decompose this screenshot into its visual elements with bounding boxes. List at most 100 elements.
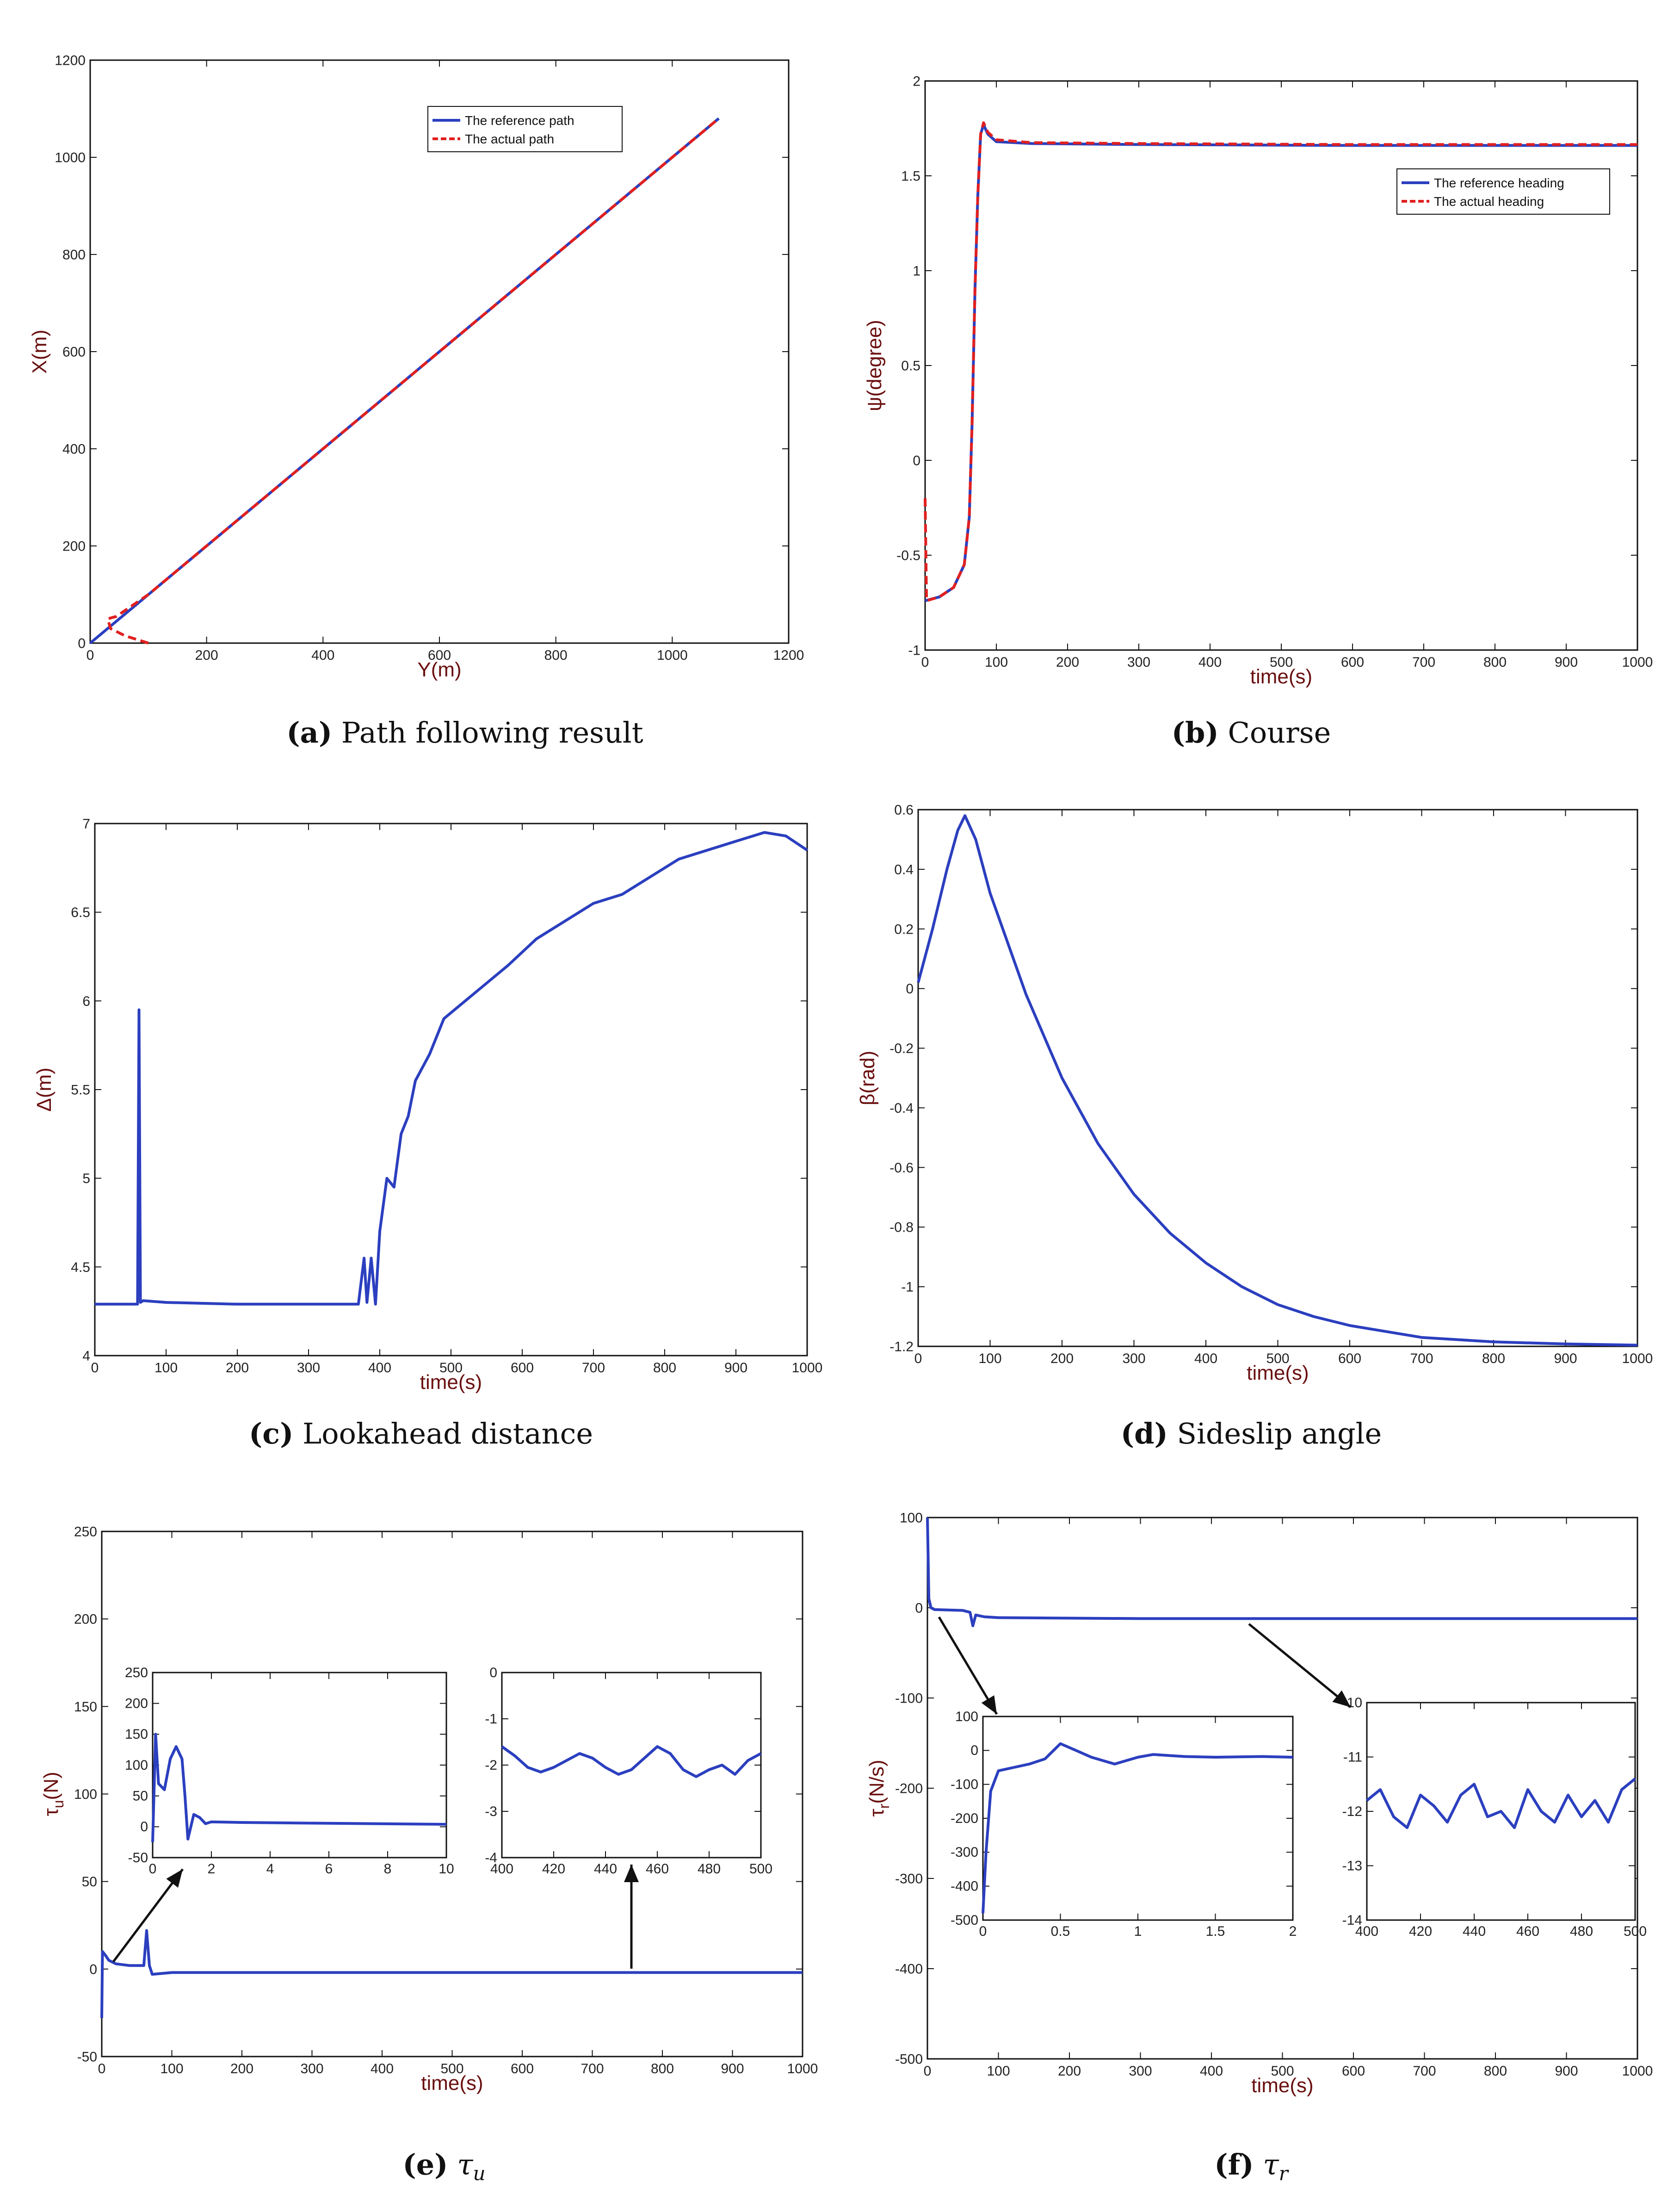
- chart-f-inset-0-series: [982, 1742, 1293, 1914]
- chart-f-x-tick-label: 400: [1200, 2063, 1223, 2079]
- chart-f-ylabel-tail: (N/s): [865, 1760, 888, 1803]
- chart-e-y-tick-label: 200: [74, 1612, 97, 1627]
- chart-e-inset-1-bg: [502, 1673, 761, 1858]
- chart-a-x-tick-label: 1200: [773, 648, 804, 663]
- chart-c-x-tick-label: 0: [91, 1360, 99, 1376]
- chart-a-x-tick-label: 800: [544, 648, 568, 663]
- chart-f-x-tick-label: 700: [1413, 2063, 1436, 2079]
- chart-b-ylabel: ψ(degree): [863, 320, 886, 411]
- chart-d-ylabel-main: β(rad): [856, 1051, 879, 1105]
- chart-d-plot-frame: [917, 809, 1638, 1347]
- chart-f-inset-0-y-tick-label: -500: [951, 1913, 978, 1928]
- chart-f-inset-1-y-tick-label: -12: [1342, 1804, 1362, 1819]
- chart-e-series-0: [100, 1929, 803, 2018]
- chart-e-y-tick-label: -50: [77, 2050, 97, 2065]
- chart-c-y-tick-label: 6: [82, 994, 90, 1009]
- chart-e-x-tick-label: 300: [300, 2061, 323, 2076]
- chart-e-inset-0-y-tick-label: 150: [125, 1727, 148, 1742]
- chart-c-x-tick-label: 200: [226, 1360, 249, 1376]
- chart-d-x-tick-label: 100: [978, 1351, 1001, 1366]
- chart-d-y-tick-label: 0: [906, 981, 914, 997]
- chart-e-inset-1-y-tick-label: -1: [485, 1711, 497, 1727]
- chart-e-inset-0-x-tick-label: 8: [384, 1861, 392, 1877]
- chart-f-inset-0-y-tick-label: -400: [951, 1878, 978, 1894]
- chart-e-arrow-1-head: [624, 1865, 639, 1882]
- chart-a-x-tick-label: 600: [428, 648, 451, 663]
- chart-b-x-tick-label: 300: [1127, 655, 1150, 670]
- chart-f-inset-0: 0 0.5 1 1.5 2 -500 -400 -300 -200 -100 0 100: [951, 1709, 1297, 1939]
- chart-d-y-tick-label: 0.6: [894, 803, 914, 818]
- chart-a-y-tick-label: 0: [78, 636, 86, 651]
- chart-b-legend: The reference heading The actual heading: [1396, 168, 1610, 215]
- caption-b-text: Course: [1228, 716, 1331, 750]
- chart-c-y-tick-label: 4.5: [71, 1260, 90, 1275]
- chart-b-x-tick-label: 1000: [1622, 655, 1653, 670]
- chart-f-arrow-1-head: [1332, 1690, 1351, 1707]
- chart-a-x-tick-label: 0: [86, 648, 94, 663]
- chart-d-x-tick-label: 500: [1266, 1351, 1289, 1366]
- caption-c-text: Lookahead distance: [303, 1417, 593, 1450]
- chart-d-x-tick-label: 200: [1050, 1351, 1074, 1366]
- chart-e-x-tick-label: 1000: [787, 2061, 818, 2076]
- chart-c-y-tick-label: 5.5: [71, 1083, 90, 1098]
- chart-f-x-tick-label: 100: [987, 2063, 1010, 2079]
- caption-d-letter: d: [1134, 1417, 1154, 1450]
- chart-e: 0 100 200 300 400 500 600 700 800 900 1000-5005010…: [40, 1524, 818, 2095]
- chart-d-xlabel: time(s): [1247, 1362, 1309, 1384]
- chart-f-inset-1-x-tick-label: 400: [1355, 1924, 1378, 1939]
- chart-e-inset-1-x-tick-label: 440: [594, 1861, 617, 1877]
- chart-e-inset-0-y-tick-label: 0: [140, 1819, 148, 1834]
- chart-e-inset-1-series: [501, 1745, 762, 1778]
- chart-c-x-tick-label: 100: [154, 1360, 178, 1376]
- chart-d-y-tick-label: -0.2: [889, 1041, 914, 1056]
- chart-f-inset-0-x-tick-label: 1.5: [1206, 1924, 1225, 1939]
- chart-e-inset-0-x-tick-label: 0: [149, 1861, 157, 1877]
- chart-a-legend-label-1: The actual path: [465, 132, 554, 146]
- chart-f-ylabel-main: τ: [865, 1809, 888, 1817]
- chart-d-y-tick-label: -0.6: [889, 1160, 914, 1176]
- chart-e-inset-1-y-tick-label: -2: [485, 1758, 497, 1773]
- chart-d-y-tick-label: 0.2: [894, 922, 914, 937]
- chart-c-plot-frame: [94, 823, 808, 1357]
- chart-f-inset-0-x-tick-label: 2: [1289, 1924, 1297, 1939]
- chart-f-x-tick-label: 600: [1342, 2063, 1365, 2079]
- chart-e-y-tick-label: 150: [74, 1699, 97, 1715]
- caption-e: (e) τu: [402, 2148, 485, 2185]
- chart-c-y-tick-label: 5: [82, 1171, 90, 1186]
- caption-d: (d) Sideslip angle: [1121, 1417, 1382, 1450]
- chart-b-y-tick-label: 0.5: [901, 359, 920, 374]
- chart-f-x-tick-label: 300: [1129, 2063, 1152, 2079]
- caption-f-letter: f: [1228, 2148, 1242, 2181]
- chart-c-y-tick-label: 7: [82, 817, 90, 832]
- chart-c-xlabel: time(s): [420, 1371, 482, 1394]
- caption-b-letter: b: [1185, 716, 1205, 750]
- chart-b-x-tick-label: 100: [985, 655, 1008, 670]
- chart-d-y-tick-label: 0.4: [894, 862, 914, 877]
- chart-f-inset-1-y-tick-label: -11: [1343, 1749, 1362, 1765]
- chart-b-x-tick-label: 700: [1412, 655, 1435, 670]
- chart-b-legend-label-1: The actual heading: [1434, 194, 1544, 209]
- chart-f-inset-1-x-tick-label: 480: [1570, 1924, 1593, 1939]
- chart-e-x-tick-label: 900: [721, 2061, 744, 2076]
- chart-a-y-tick-label: 1000: [55, 150, 86, 166]
- chart-e-inset-1-x-tick-label: 420: [542, 1861, 565, 1877]
- chart-e-y-tick-label: 100: [74, 1787, 97, 1802]
- chart-d-x-tick-label: 700: [1410, 1351, 1433, 1366]
- chart-d-x-tick-label: 800: [1482, 1351, 1505, 1366]
- chart-e-x-tick-label: 800: [651, 2061, 674, 2076]
- chart-b-x-tick-label: 600: [1341, 655, 1364, 670]
- chart-e-inset-1-x-tick-label: 460: [646, 1861, 669, 1877]
- chart-d-x-tick-label: 400: [1194, 1351, 1217, 1366]
- chart-e-inset-0-series: [151, 1733, 447, 1842]
- chart-f-inset-1-x-tick-label: 500: [1624, 1924, 1647, 1939]
- chart-b-x-tick-label: 500: [1270, 655, 1293, 670]
- chart-f-x-tick-label: 900: [1555, 2063, 1578, 2079]
- chart-b-x-tick-label: 900: [1555, 655, 1578, 670]
- chart-e-inset-0-y-tick-label: -50: [128, 1850, 148, 1865]
- chart-e-x-tick-label: 700: [581, 2061, 604, 2076]
- chart-f-y-tick-label: -400: [895, 1962, 923, 1977]
- chart-e-x-tick-label: 200: [230, 2061, 253, 2076]
- chart-c: 0 100 200 300 400 500 600 700 800 900 1000 4 4.5 5 5.5…: [33, 817, 822, 1394]
